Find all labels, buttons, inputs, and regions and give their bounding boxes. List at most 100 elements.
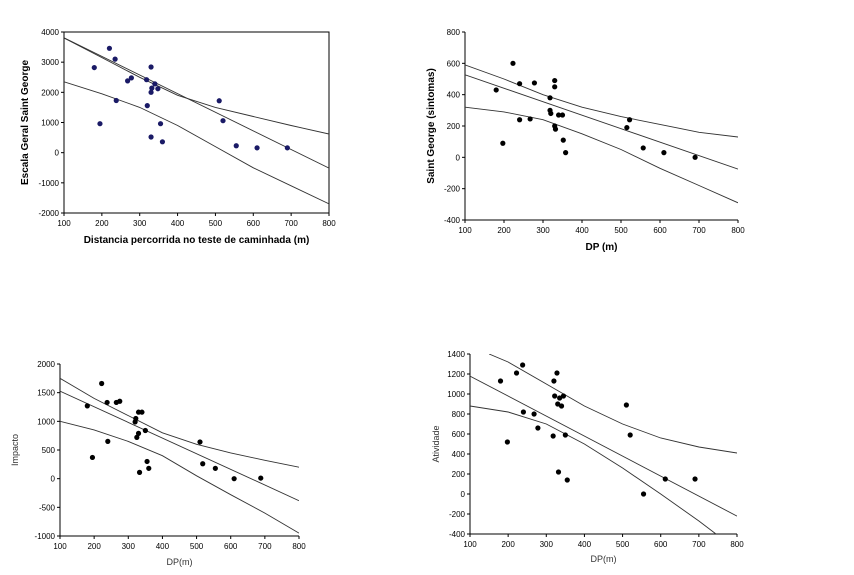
data-point [552,84,558,90]
x-axis-label: DP(m) [167,557,193,567]
data-point [134,434,140,440]
x-tick-label: 200 [87,542,101,551]
data-point [125,78,131,84]
x-tick-label: 600 [654,540,668,549]
data-point [531,411,537,417]
data-point [624,124,630,131]
y-tick-label: 4000 [41,28,59,37]
confidence-band-lower [60,420,299,534]
data-point [143,77,150,83]
x-tick-label: 500 [616,540,630,549]
y-tick-label: 3000 [41,58,59,67]
y-tick-label: -400 [449,530,466,539]
y-tick-label: 600 [447,59,461,68]
data-point [117,398,123,404]
regression-line [60,390,299,502]
y-axis-label: Escala Geral Saint George [20,60,31,185]
chart-3: 100 200 300 400 500 600 700 800 -1000 -500 0 500 100… [10,360,306,567]
data-point [623,402,629,408]
data-point [547,95,553,101]
data-point [284,145,290,151]
x-tick-label: 200 [497,226,511,235]
x-tick-label: 800 [322,219,336,228]
chart-4: 100 200 300 400 500 600 700 800 -400 -200 0 200 400 6… [431,350,744,564]
x-tick-label: 100 [463,540,477,549]
x-tick-label: 500 [209,219,223,228]
data-point [692,476,698,482]
data-point [554,370,560,376]
data-point [146,465,152,471]
y-tick-label: 1500 [37,389,55,398]
x-tick-label: 400 [575,226,589,235]
data-point [504,439,510,445]
data-point [562,432,568,438]
y-tick-label: -1000 [39,179,60,188]
data-point [517,117,523,123]
data-point [144,103,150,109]
data-point [626,117,633,123]
y-tick-label: 200 [452,470,466,479]
x-tick-label: 300 [133,219,147,228]
data-point [627,432,633,438]
data-point [564,477,570,483]
data-point [560,137,566,143]
data-point [144,458,150,465]
y-tick-label: 800 [447,28,461,37]
data-point [552,126,559,132]
data-point [233,143,239,149]
regression-line [465,74,738,170]
confidence-band-upper [488,354,737,454]
x-tick-label: 400 [578,540,592,549]
data-point [148,89,154,95]
x-tick-label: 100 [53,542,67,551]
data-point [135,430,142,436]
data-point [254,145,260,151]
regression-line [64,37,329,169]
y-tick-label: -400 [444,216,461,225]
x-tick-label: 200 [95,219,109,228]
data-point [155,86,161,92]
y-tick-label: 0 [456,153,461,162]
confidence-band-lower [470,405,717,534]
y-tick-label: -2000 [39,209,60,218]
data-point [84,403,90,409]
confidence-band-upper [465,64,738,138]
y-tick-label: 2000 [41,88,59,97]
x-axis-label: DP(m) [591,554,617,564]
y-tick-label: 0 [55,149,60,158]
y-tick-label: 2000 [37,360,55,369]
data-point [559,112,566,118]
x-axis-label: Distancia percorrida no teste de caminha… [84,235,310,246]
x-tick-label: 700 [284,219,298,228]
x-tick-label: 300 [536,226,550,235]
confidence-band-lower [64,81,329,205]
plot-frame [63,31,330,214]
data-point [552,77,558,84]
data-point [149,85,155,91]
y-tick-label: 0 [461,490,466,499]
data-point [535,425,541,431]
data-point [136,469,143,475]
data-point [520,409,527,415]
y-tick-label: 1000 [37,417,55,426]
data-point [662,476,668,482]
y-tick-label: 800 [452,410,466,419]
data-point [220,118,226,124]
y-tick-label: 500 [42,446,56,455]
data-point [552,393,558,399]
x-tick-label: 400 [156,542,170,551]
data-point [148,134,154,140]
y-tick-label: 1200 [447,370,465,379]
data-point [216,98,222,104]
data-point [527,116,533,122]
data-point [212,465,218,471]
x-axis-label: DP (m) [585,242,617,253]
x-tick-label: 500 [190,542,204,551]
data-point [159,139,166,145]
y-tick-label: 200 [447,122,461,131]
data-point [692,154,698,160]
data-point [563,150,569,156]
y-tick-label: 600 [452,430,466,439]
y-axis-label: Atividade [431,425,441,462]
data-point [560,393,567,399]
